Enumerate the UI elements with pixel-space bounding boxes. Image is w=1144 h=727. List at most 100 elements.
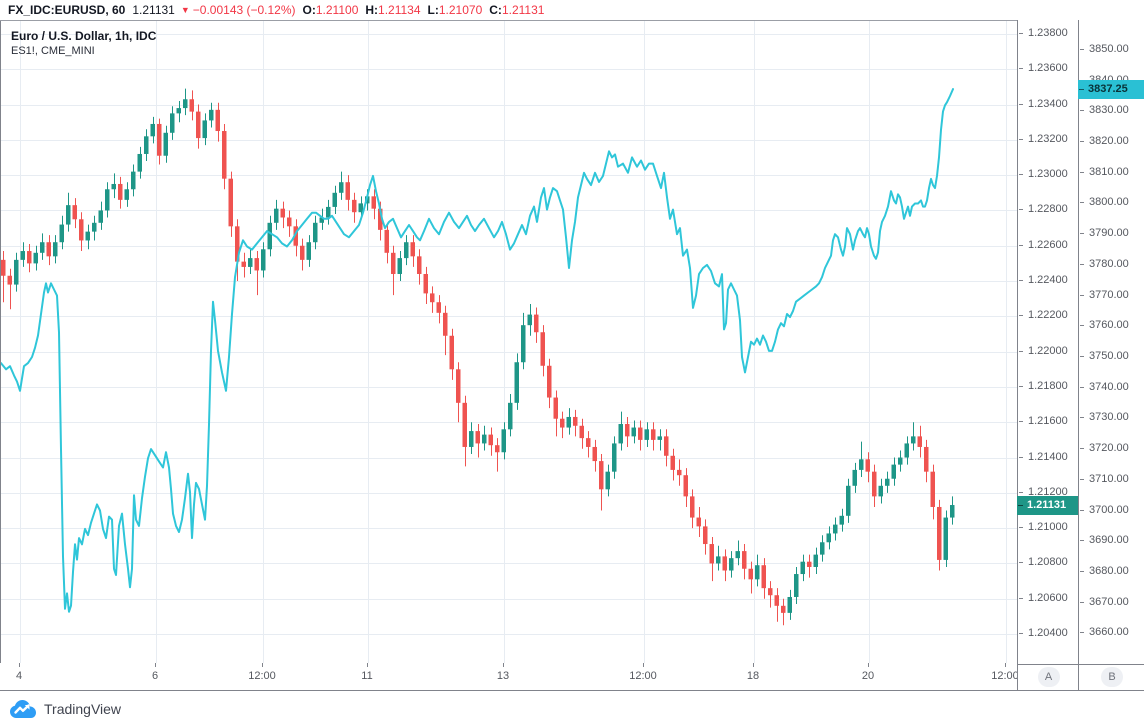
candle-body xyxy=(339,182,344,193)
candle-body xyxy=(202,120,207,139)
footer-divider xyxy=(0,690,1144,691)
candle-body xyxy=(495,445,500,453)
chart-legend[interactable]: Euro / U.S. Dollar, 1h, IDC ES1!, CME_MI… xyxy=(11,29,156,58)
candle-body xyxy=(872,471,877,497)
candle-body xyxy=(352,199,357,213)
last-price-tag-eurusd: 1.21131 xyxy=(1017,495,1078,515)
candle-body xyxy=(384,229,389,253)
last-price: 1.21131 xyxy=(132,3,175,17)
candle-body xyxy=(664,436,669,456)
candle-body xyxy=(332,192,337,207)
x-axis-tick xyxy=(753,663,754,667)
candle-body xyxy=(118,183,123,200)
candle-body xyxy=(27,251,32,264)
candle-body xyxy=(482,434,487,444)
tradingview-attribution[interactable]: TradingView xyxy=(8,698,121,719)
candle-body xyxy=(319,217,324,223)
tradingview-brand-text: TradingView xyxy=(44,700,122,717)
candle-body xyxy=(683,475,688,497)
candle-body xyxy=(14,259,19,285)
x-axis-tick xyxy=(262,663,263,667)
candle-body xyxy=(287,217,292,227)
x-axis-tick xyxy=(643,663,644,667)
candle-body xyxy=(748,568,753,580)
candle-body xyxy=(735,551,740,559)
legend-overlay-series: ES1!, CME_MINI xyxy=(11,45,95,57)
candle-body xyxy=(612,443,617,472)
x-axis-tick-label: 12:00 xyxy=(629,670,657,682)
candle-body xyxy=(878,485,883,497)
candle-body xyxy=(651,429,656,440)
candle-body xyxy=(33,252,38,264)
candle-body xyxy=(904,443,909,458)
x-axis-tick xyxy=(1005,663,1006,667)
candle-body xyxy=(326,206,331,218)
candle-body xyxy=(404,242,409,259)
candle-body xyxy=(66,205,71,225)
candle-body xyxy=(280,208,285,218)
tag-tick xyxy=(1079,88,1084,90)
x-axis-tick xyxy=(155,663,156,667)
candle-body xyxy=(716,556,721,564)
candle-body xyxy=(696,517,701,527)
candle-body xyxy=(794,574,799,597)
candle-body xyxy=(761,565,766,589)
candle-body xyxy=(807,561,812,567)
candle-body xyxy=(930,471,935,507)
x-axis-tick xyxy=(367,663,368,667)
candle-body xyxy=(657,436,662,440)
chart-canvas[interactable] xyxy=(1,20,1018,663)
open-value: 1.21100 xyxy=(315,3,359,17)
close-value: 1.21131 xyxy=(501,3,545,17)
candle-body xyxy=(833,524,838,534)
candle-body xyxy=(950,505,955,518)
x-axis-tick xyxy=(868,663,869,667)
candle-body xyxy=(144,136,149,154)
candle-body xyxy=(670,455,675,470)
time-axis[interactable]: 4 6 12:00 11 13 12:00 18 20 12:00 xyxy=(0,663,1017,690)
candle-body xyxy=(774,595,779,606)
x-axis-tick-label: 20 xyxy=(861,670,875,682)
candle-body xyxy=(579,425,584,439)
axis-a-button[interactable]: A xyxy=(1037,666,1060,687)
candle-body xyxy=(111,183,116,190)
candle-body xyxy=(20,251,25,260)
candle-body xyxy=(176,108,181,114)
candle-body xyxy=(397,258,402,274)
candle-body xyxy=(98,210,103,223)
axis-b-button[interactable]: B xyxy=(1101,666,1123,687)
candle-body xyxy=(443,312,448,336)
chart-plot-area[interactable] xyxy=(0,20,1018,663)
axis-cell-a: A xyxy=(1017,663,1079,690)
low-value: 1.21070 xyxy=(438,3,483,17)
candle-body xyxy=(254,258,259,271)
price-change: −0.00143 (−0.12%) xyxy=(192,3,296,17)
candle-body xyxy=(371,196,376,209)
candle-body xyxy=(560,418,565,428)
candle-body xyxy=(248,258,253,267)
price-axis-es[interactable]: 3850.003840.003830.003820.003810.003800.… xyxy=(1078,20,1144,663)
legend-main-series: Euro / U.S. Dollar, 1h, IDC xyxy=(11,29,157,43)
candle-body xyxy=(124,189,129,200)
candle-body xyxy=(131,171,136,190)
tag-tick xyxy=(1018,504,1023,506)
candle-body xyxy=(755,565,760,580)
candle-body xyxy=(228,178,233,227)
axis-cell-b: B xyxy=(1078,663,1144,690)
candle-body xyxy=(586,438,591,447)
candle-body xyxy=(768,588,773,596)
candle-body xyxy=(423,273,428,294)
candle-body xyxy=(618,424,623,444)
candle-body xyxy=(469,431,474,447)
candle-body xyxy=(898,457,903,465)
candle-body xyxy=(943,517,948,560)
low-label: L: xyxy=(427,3,439,17)
candle-body xyxy=(891,464,896,479)
price-axis-eurusd[interactable]: 1.23800 1.23600 1.23400 1.23200 1.23000 1.228… xyxy=(1017,20,1079,663)
candle-body xyxy=(852,469,857,486)
candle-body xyxy=(300,245,305,260)
candle-body xyxy=(170,113,175,133)
candle-body xyxy=(924,446,929,472)
candle-body xyxy=(85,231,90,241)
